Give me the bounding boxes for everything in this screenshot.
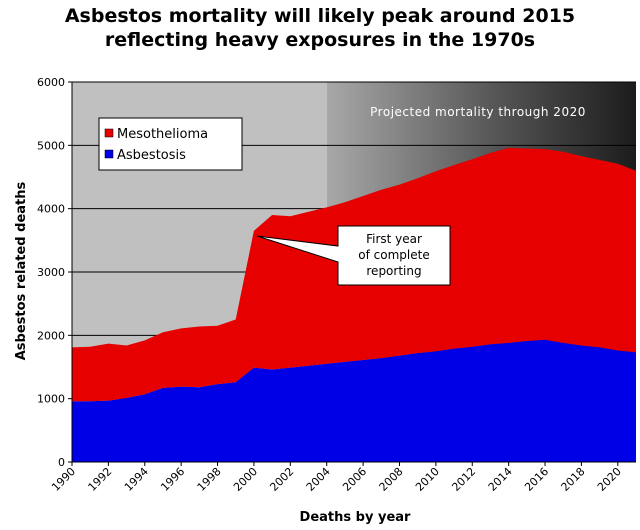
x-tick-label: 2008: [377, 465, 406, 494]
x-tick-label: 2006: [340, 465, 369, 494]
x-tick-label: 1996: [158, 465, 187, 494]
x-tick-label: 1998: [195, 465, 224, 494]
x-tick-label: 2004: [304, 465, 333, 494]
x-tick-label: 2002: [267, 465, 296, 494]
x-tick-label: 2012: [449, 465, 478, 494]
chart-title-line1: Asbestos mortality will likely peak arou…: [64, 5, 576, 27]
legend-label-mesothelioma: Mesothelioma: [117, 127, 208, 142]
x-tick-label: 2018: [559, 465, 588, 494]
y-tick-label: 3000: [37, 266, 65, 279]
y-tick-label: 2000: [37, 329, 65, 342]
x-axis-label: Deaths by year: [300, 510, 411, 525]
y-tick-label: 5000: [37, 139, 65, 152]
legend-label-asbestosis: Asbestosis: [117, 148, 186, 163]
x-tick-label: 2014: [486, 465, 515, 494]
chart-title: Asbestos mortality will likely peak arou…: [0, 4, 640, 52]
x-tick-label: 2010: [413, 465, 442, 494]
y-tick-label: 0: [58, 456, 65, 469]
callout-line-2: of complete: [358, 248, 429, 262]
legend-box: [98, 117, 243, 171]
y-tick-label: 4000: [37, 203, 65, 216]
x-tick-label: 2020: [595, 465, 624, 494]
y-axis-label: Asbestos related deaths: [14, 181, 29, 360]
y-tick-label: 6000: [37, 76, 65, 89]
legend-swatch-asbestosis: [104, 149, 114, 159]
legend-swatch-mesothelioma: [104, 128, 114, 138]
x-tick-label: 1992: [86, 465, 115, 494]
area-asbestosis: [72, 339, 636, 462]
x-tick-label: 1994: [122, 465, 151, 494]
callout-line-1: First year: [366, 232, 422, 246]
callout-line-3: reporting: [366, 264, 421, 278]
y-tick-label: 1000: [37, 393, 65, 406]
x-tick-label: 2016: [522, 465, 551, 494]
annotation-callout: First year of complete reporting: [256, 225, 451, 286]
callout-bubble: [256, 225, 451, 286]
chart-title-line2: reflecting heavy exposures in the 1970s: [104, 29, 536, 51]
legend: Mesothelioma Asbestosis: [98, 117, 243, 171]
x-tick-label: 2000: [231, 465, 260, 494]
projection-label: Projected mortality through 2020: [370, 105, 586, 119]
x-tick-label: 1990: [49, 465, 78, 494]
